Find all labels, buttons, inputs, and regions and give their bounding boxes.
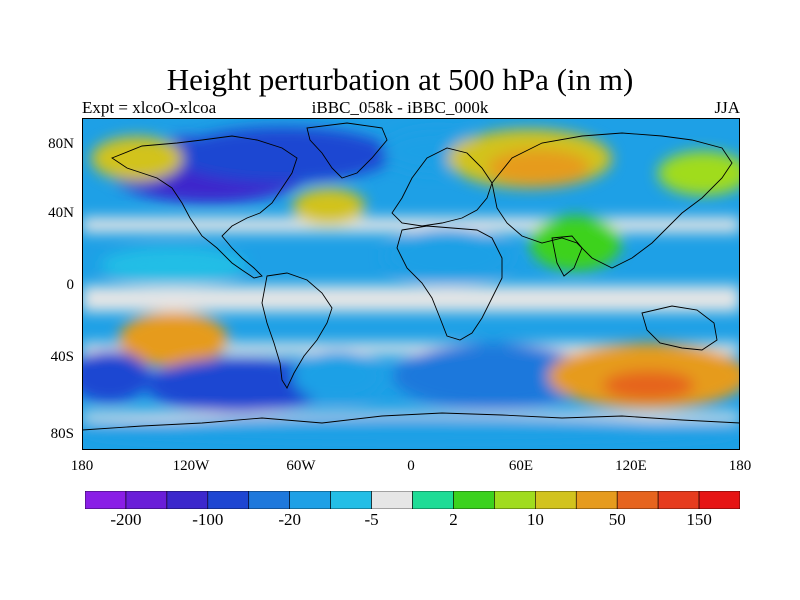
field-region <box>145 357 329 414</box>
colorbar-swatch <box>330 491 372 509</box>
x-tick-label: 60W <box>286 458 316 474</box>
colorbar-tick-label: -5 <box>364 510 379 529</box>
colorbar-swatch <box>289 491 331 509</box>
y-tick-label: 40N <box>48 205 74 221</box>
y-tick-label: 80N <box>48 136 74 152</box>
experiment-label: Expt = xlcoO-xlcoa <box>82 98 217 117</box>
colorbar-tick-label: -200 <box>110 510 142 529</box>
colorbar-swatch <box>494 491 536 509</box>
coastline-greenland <box>306 122 388 179</box>
colorbar-swatch <box>616 491 659 509</box>
colorbar-tick-label: 50 <box>608 510 626 529</box>
field-region <box>82 350 150 403</box>
colorbar-swatch <box>125 491 168 509</box>
x-tick-label: 180 <box>70 458 94 474</box>
field-region <box>383 228 512 284</box>
field-region <box>292 350 384 403</box>
colorbar-swatch <box>371 491 413 509</box>
colorbar-swatch <box>698 491 740 509</box>
colorbar-swatch <box>453 491 495 509</box>
field-region <box>91 136 183 181</box>
y-tick-label: 40S <box>50 349 74 365</box>
colorbar-tick-label: 10 <box>526 510 544 529</box>
map-frame <box>82 118 740 450</box>
y-tick-label: 0 <box>66 277 75 293</box>
colorbar-tick-label: 150 <box>686 510 712 529</box>
colorbar-swatch <box>166 491 209 509</box>
map-plot <box>82 118 740 450</box>
field-region <box>118 311 229 367</box>
field-band <box>82 343 740 355</box>
coastline-north-america <box>111 135 298 279</box>
field-region <box>602 370 695 401</box>
field-region <box>657 151 740 196</box>
colorbar-swatch <box>85 491 127 509</box>
x-tick-label: 60E <box>508 458 534 474</box>
field-region <box>292 188 366 225</box>
field-region <box>529 215 622 272</box>
coastline-india <box>551 235 583 277</box>
colorbar-tick-label: 2 <box>449 510 458 529</box>
field-region <box>392 343 594 410</box>
colorbar-swatch <box>575 491 618 509</box>
coastline-antarctica <box>82 412 740 431</box>
coastline-africa <box>396 225 503 341</box>
season-label: JJA <box>714 98 740 117</box>
colorbar-tick-label: -20 <box>278 510 302 529</box>
coastline-south-america <box>261 272 333 389</box>
y-tick-label: 80S <box>50 426 74 442</box>
x-tick-label: 0 <box>407 458 415 474</box>
coastline-asia <box>491 132 733 269</box>
field-region <box>487 149 591 187</box>
colorbar-swatch <box>412 491 454 509</box>
field-band <box>82 217 740 233</box>
x-tick-label: 120W <box>172 458 210 474</box>
coastline-australia <box>641 305 718 351</box>
colorbar-swatch <box>657 491 700 509</box>
x-tick-label: 180 <box>728 458 752 474</box>
field-band <box>82 285 740 312</box>
colorbar-swatch <box>207 491 250 509</box>
x-tick-label: 120E <box>615 458 647 474</box>
field-region <box>173 127 393 183</box>
colorbar-swatch <box>535 491 577 509</box>
chart-title: Height perturbation at 500 hPa (in m) <box>166 62 634 97</box>
field-region <box>82 416 740 447</box>
colorbar <box>85 491 740 509</box>
colorbar-tick-label: -100 <box>192 510 224 529</box>
experiment-diff-label: iBBC_058k - iBBC_000k <box>311 98 489 117</box>
colorbar-swatch <box>248 491 290 509</box>
field-region <box>100 247 247 284</box>
